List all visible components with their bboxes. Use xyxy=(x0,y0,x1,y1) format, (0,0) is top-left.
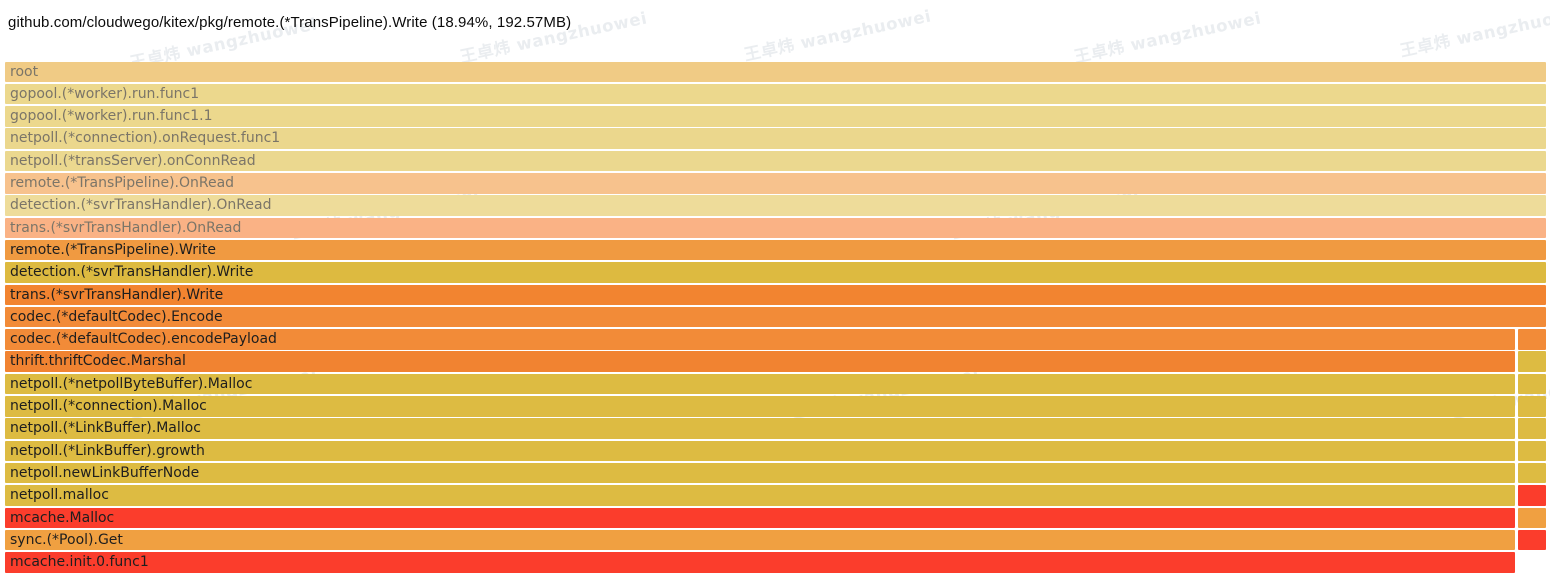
flame-frame[interactable]: netpoll.newLinkBufferNode xyxy=(5,462,1515,484)
flame-frame[interactable]: remote.(*TransPipeline).OnRead xyxy=(5,173,1546,194)
flame-frame-label: detection.(*svrTransHandler).OnRead xyxy=(10,197,272,214)
flame-frame[interactable]: netpoll.(*netpollByteBuffer).Malloc xyxy=(5,373,1515,395)
flame-frame[interactable]: trans.(*svrTransHandler).OnRead xyxy=(5,217,1546,239)
flame-frame[interactable]: remote.(*TransPipeline).Write xyxy=(5,239,1546,261)
flame-frame-label: thrift.thriftCodec.Marshal xyxy=(10,353,186,370)
flame-frame-label: gopool.(*worker).run.func1.1 xyxy=(10,108,213,125)
flame-frame[interactable]: mcache.init.0.func1 xyxy=(5,552,1515,573)
flame-frame-sliver[interactable] xyxy=(1518,462,1546,484)
flame-frame-label: mcache.init.0.func1 xyxy=(10,554,149,571)
flame-frame-label: remote.(*TransPipeline).Write xyxy=(10,241,216,258)
flame-frame-label: trans.(*svrTransHandler).Write xyxy=(10,286,224,303)
flame-frame-label: netpoll.(*LinkBuffer).growth xyxy=(10,442,205,459)
flame-frame[interactable]: detection.(*svrTransHandler).Write xyxy=(5,262,1546,283)
flame-frame-label: codec.(*defaultCodec).Encode xyxy=(10,308,223,325)
flame-frame-label: netpoll.malloc xyxy=(10,487,109,504)
flame-frame-sliver[interactable] xyxy=(1518,329,1546,350)
flame-frame[interactable]: netpoll.(*transServer).onConnRead xyxy=(5,150,1546,172)
flame-frame[interactable]: netpoll.(*connection).onRequest.func1 xyxy=(5,128,1546,149)
flame-frame[interactable]: codec.(*defaultCodec).encodePayload xyxy=(5,329,1515,350)
flame-frame[interactable]: mcache.Malloc xyxy=(5,507,1515,529)
flame-frame-sliver[interactable] xyxy=(1518,418,1546,439)
flame-frame-label: codec.(*defaultCodec).encodePayload xyxy=(10,331,277,348)
flame-frame-sliver[interactable] xyxy=(1518,396,1546,417)
flame-frame-label: netpoll.(*LinkBuffer).Malloc xyxy=(10,420,201,437)
flame-frame-label: netpoll.newLinkBufferNode xyxy=(10,464,200,481)
flame-frame-sliver[interactable] xyxy=(1518,529,1546,551)
flame-frame-label: root xyxy=(10,63,39,80)
flame-frame[interactable]: root xyxy=(5,61,1546,83)
flame-frame-label: detection.(*svrTransHandler).Write xyxy=(10,264,254,281)
flame-frame[interactable]: trans.(*svrTransHandler).Write xyxy=(5,284,1546,306)
flame-frame-label: remote.(*TransPipeline).OnRead xyxy=(10,175,235,191)
flame-frame-sliver[interactable] xyxy=(1518,351,1546,372)
flame-frame-label: netpoll.(*connection).Malloc xyxy=(10,398,207,414)
flamegraph-title: github.com/cloudwego/kitex/pkg/remote.(*… xyxy=(8,14,572,31)
flame-frame[interactable]: sync.(*Pool).Get xyxy=(5,529,1515,551)
flame-frame[interactable]: netpoll.(*LinkBuffer).growth xyxy=(5,440,1515,462)
flame-frame-label: sync.(*Pool).Get xyxy=(10,531,123,548)
flame-frame-label: netpoll.(*transServer).onConnRead xyxy=(10,152,256,169)
flame-frame-label: netpoll.(*connection).onRequest.func1 xyxy=(10,130,281,147)
flame-frame[interactable]: detection.(*svrTransHandler).OnRead xyxy=(5,195,1546,216)
flame-frame-label: mcache.Malloc xyxy=(10,509,115,526)
flame-frame[interactable]: gopool.(*worker).run.func1 xyxy=(5,83,1546,105)
flame-frame[interactable]: thrift.thriftCodec.Marshal xyxy=(5,351,1515,372)
flame-frame[interactable]: codec.(*defaultCodec).Encode xyxy=(5,306,1546,328)
flame-frame-label: gopool.(*worker).run.func1 xyxy=(10,85,200,102)
flame-frame[interactable]: gopool.(*worker).run.func1.1 xyxy=(5,106,1546,127)
flame-frame-sliver[interactable] xyxy=(1518,373,1546,395)
flame-frame-sliver[interactable] xyxy=(1518,440,1546,462)
flame-frame[interactable]: netpoll.(*connection).Malloc xyxy=(5,396,1515,417)
flame-frame[interactable]: netpoll.malloc xyxy=(5,485,1515,506)
flame-frame-label: netpoll.(*netpollByteBuffer).Malloc xyxy=(10,375,253,392)
flame-frame-sliver[interactable] xyxy=(1518,485,1546,506)
flame-frame-sliver[interactable] xyxy=(1518,507,1546,529)
flame-frame-label: trans.(*svrTransHandler).OnRead xyxy=(10,219,242,236)
flame-frame[interactable]: netpoll.(*LinkBuffer).Malloc xyxy=(5,418,1515,439)
